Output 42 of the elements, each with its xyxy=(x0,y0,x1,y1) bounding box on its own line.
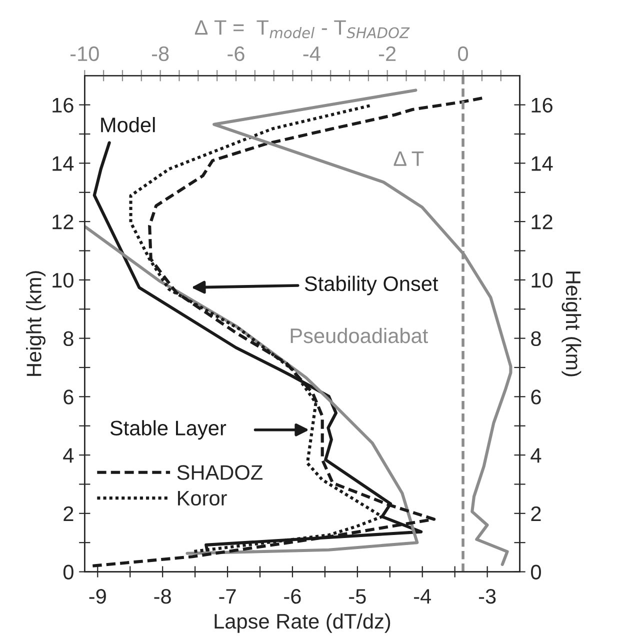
x2-tick-label: -6 xyxy=(228,46,244,62)
y-axis-title: Height (km) xyxy=(26,271,46,376)
y-tick-label: 16 xyxy=(52,98,74,113)
legend-label: SHADOZ xyxy=(177,465,262,480)
y2-tick-label: 14 xyxy=(532,156,553,171)
x2-tick-label: -2 xyxy=(379,46,396,61)
x-tick-label: -5 xyxy=(349,589,366,604)
x-tick-label: -7 xyxy=(219,589,236,604)
legend-label: Koror xyxy=(178,491,227,506)
y2-tick-label: 10 xyxy=(532,272,553,288)
x-tick-label: -6 xyxy=(284,588,301,604)
x-tick-label: -8 xyxy=(154,588,171,604)
y2-tick-label: 2 xyxy=(531,506,541,521)
y2-tick-label: 6 xyxy=(531,390,541,404)
x2-tick-label: 0 xyxy=(458,46,468,62)
annotation: Model xyxy=(101,117,155,132)
y-tick-label: 10 xyxy=(52,272,74,288)
annotation: Stable Layer xyxy=(110,420,226,440)
y-tick-label: 8 xyxy=(64,331,74,346)
x2-tick-label: -4 xyxy=(303,46,320,61)
y2-tick-label: 16 xyxy=(532,98,552,113)
x2-tick-label: -8 xyxy=(152,46,169,62)
y2-tick-label: 8 xyxy=(531,331,541,346)
x-tick-label: -4 xyxy=(414,589,432,604)
y-tick-label: 12 xyxy=(52,214,74,230)
annotation: Stability Onset xyxy=(304,276,438,296)
y-tick-label: 6 xyxy=(64,390,74,404)
annotation: Pseudoadiabat xyxy=(290,328,428,344)
x2-tick-label: -10 xyxy=(70,46,99,62)
y2-axis-title: Height (km) xyxy=(562,272,582,376)
y-tick-label: 0 xyxy=(63,564,74,580)
x-axis-title: Lapse Rate (dT/dz) xyxy=(214,613,390,633)
y-tick-label: 4 xyxy=(63,448,74,463)
x2-axis-title: Δ T = T$_{model}$ - T$_{SHADOZ}$ xyxy=(194,20,410,38)
x-tick-label: -3 xyxy=(478,588,496,604)
x-tick-label: -9 xyxy=(89,588,106,604)
y-tick-label: 14 xyxy=(52,156,74,171)
y-tick-label: 2 xyxy=(64,506,74,521)
y2-tick-label: 0 xyxy=(531,564,541,580)
annotation: Δ T xyxy=(394,152,424,166)
y2-tick-label: 4 xyxy=(530,448,542,463)
y2-tick-label: 12 xyxy=(532,214,552,230)
